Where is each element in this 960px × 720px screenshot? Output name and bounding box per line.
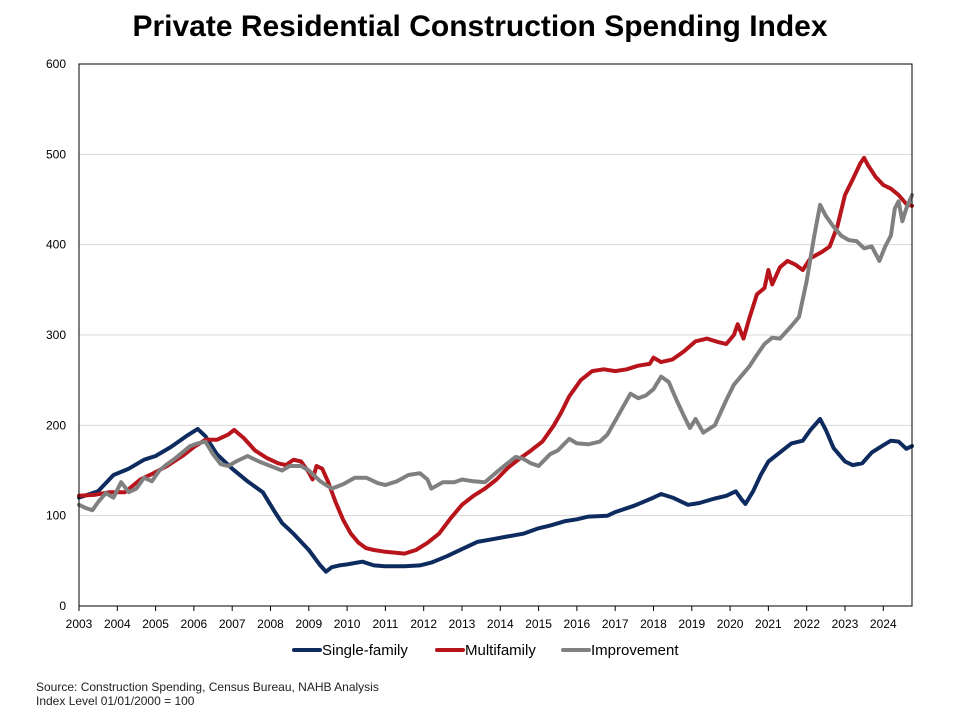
- x-tick-label: 2012: [410, 617, 437, 631]
- series-line-single-family: [77, 417, 914, 574]
- source-note: Source: Construction Spending, Census Bu…: [36, 680, 379, 708]
- y-tick-label: 0: [59, 599, 66, 613]
- x-tick-label: 2015: [525, 617, 552, 631]
- index-base-line: Index Level 01/01/2000 = 100: [36, 694, 195, 708]
- x-tick-label: 2014: [487, 617, 514, 631]
- y-tick-label: 100: [46, 509, 66, 523]
- x-tick-label: 2006: [181, 617, 208, 631]
- chart-title: Private Residential Construction Spendin…: [132, 10, 828, 43]
- x-tick-label: 2005: [142, 617, 169, 631]
- legend-label: Multifamily: [465, 642, 536, 659]
- x-tick-label: 2018: [640, 617, 667, 631]
- x-tick-label: 2010: [334, 617, 361, 631]
- legend-label: Improvement: [591, 642, 679, 659]
- x-tick-label: 2022: [793, 617, 820, 631]
- y-tick-label: 600: [46, 57, 66, 71]
- x-tick-label: 2021: [755, 617, 782, 631]
- source-line: Source: Construction Spending, Census Bu…: [36, 680, 379, 694]
- x-tick-label: 2003: [66, 617, 93, 631]
- x-tick-label: 2008: [257, 617, 284, 631]
- x-tick-label: 2016: [564, 617, 591, 631]
- x-tick-label: 2020: [717, 617, 744, 631]
- x-tick-label: 2023: [832, 617, 859, 631]
- series-line-improvement: [77, 193, 914, 513]
- gridlines: [79, 153, 912, 517]
- axis-ticks: 0 100 200 300 400 500 600 2003 2004 2005 2006 2007 2…: [46, 57, 897, 631]
- x-tick-label: 2004: [104, 617, 131, 631]
- series-line-multifamily: [77, 155, 914, 556]
- y-tick-label: 500: [46, 147, 66, 161]
- x-tick-label: 2011: [372, 617, 398, 631]
- x-tick-label: 2017: [602, 617, 629, 631]
- legend-label: Single-family: [322, 642, 408, 659]
- y-tick-label: 300: [46, 328, 66, 342]
- x-tick-label: 2009: [295, 617, 322, 631]
- x-tick-label: 2024: [870, 617, 897, 631]
- x-tick-label: 2013: [449, 617, 476, 631]
- plot-area-frame: [78, 63, 913, 607]
- y-tick-label: 200: [46, 418, 66, 432]
- series-lines: [77, 155, 914, 574]
- y-tick-label: 400: [46, 238, 66, 252]
- x-tick-label: 2019: [678, 617, 705, 631]
- x-tick-label: 2007: [219, 617, 246, 631]
- line-chart: 0 100 200 300 400 500 600 2003 2004 2005 2006 2007 2…: [46, 57, 914, 659]
- legend: Single-family Multifamily Improvement: [292, 642, 679, 659]
